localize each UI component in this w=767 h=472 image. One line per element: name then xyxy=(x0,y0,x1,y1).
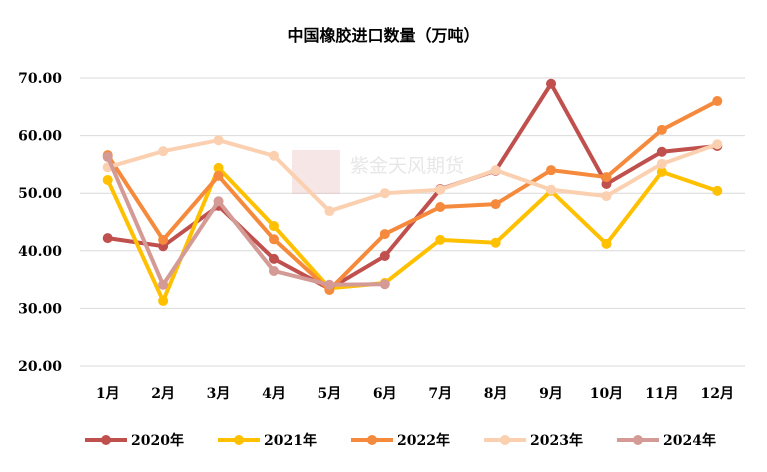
data-point xyxy=(102,151,113,162)
data-point xyxy=(379,279,390,290)
legend-label: 2023年 xyxy=(530,432,583,449)
data-point xyxy=(324,279,335,290)
data-point xyxy=(213,162,224,173)
x-tick-label: 4月 xyxy=(262,386,286,402)
data-point xyxy=(712,96,723,107)
data-point xyxy=(546,165,557,176)
series-2023年 xyxy=(102,135,723,217)
legend-label: 2024年 xyxy=(663,432,716,449)
x-tick-label: 3月 xyxy=(207,386,231,402)
series-2022年 xyxy=(102,96,723,295)
y-tick-label: 20.00 xyxy=(18,359,62,375)
data-point xyxy=(102,174,113,185)
data-point xyxy=(601,172,612,183)
data-point xyxy=(435,202,446,213)
x-tick-label: 12月 xyxy=(701,386,734,402)
legend-item: 2022年 xyxy=(351,432,450,449)
data-point xyxy=(158,295,169,306)
y-tick-label: 60.00 xyxy=(18,129,62,145)
series-line xyxy=(105,165,718,303)
data-point xyxy=(158,234,169,245)
series-lines xyxy=(102,78,723,306)
series-line xyxy=(107,138,718,214)
x-tick-label: 5月 xyxy=(318,386,342,402)
legend-item: 2021年 xyxy=(218,432,317,449)
data-point xyxy=(712,185,723,196)
y-tick-label: 30.00 xyxy=(18,301,62,317)
series-2024年 xyxy=(102,151,390,290)
data-point xyxy=(213,170,224,181)
data-point xyxy=(435,234,446,245)
legend: 2020年 2021年 2022年 2023年 2024年 xyxy=(85,432,716,449)
data-point xyxy=(268,221,279,232)
legend-item: 2024年 xyxy=(617,432,716,449)
legend-label: 2020年 xyxy=(131,432,184,449)
y-tick-label: 70.00 xyxy=(18,71,62,87)
legend-marker xyxy=(633,435,643,445)
x-tick-label: 8月 xyxy=(484,386,508,402)
data-point xyxy=(490,165,501,176)
data-point xyxy=(213,196,224,207)
legend-item: 2023年 xyxy=(484,432,583,449)
data-point xyxy=(656,166,667,177)
legend-label: 2022年 xyxy=(397,432,450,449)
x-axis-ticks: 1月 2月 3月 4月 5月 6月 7月 8月 9月 10月 11月 12月 xyxy=(96,386,734,402)
data-point xyxy=(379,188,390,199)
y-tick-label: 40.00 xyxy=(18,244,62,260)
legend-label: 2021年 xyxy=(264,432,317,449)
series-2021年 xyxy=(102,162,723,306)
watermark-logo xyxy=(292,150,340,194)
x-tick-label: 1月 xyxy=(96,386,120,402)
x-tick-label: 11月 xyxy=(645,386,678,402)
legend-marker xyxy=(500,435,510,445)
data-point xyxy=(268,265,279,276)
x-tick-label: 10月 xyxy=(590,386,623,402)
data-point xyxy=(435,184,446,195)
y-tick-label: 50.00 xyxy=(18,186,62,202)
chart-title: 中国橡胶进口数量（万吨） xyxy=(287,26,480,45)
series-line xyxy=(105,156,385,287)
data-point xyxy=(601,178,612,189)
data-point xyxy=(656,124,667,135)
x-tick-label: 6月 xyxy=(373,386,397,402)
x-tick-label: 7月 xyxy=(428,386,452,402)
data-point xyxy=(490,199,501,210)
data-point xyxy=(213,135,224,146)
legend-marker xyxy=(234,435,244,445)
data-point xyxy=(268,253,279,264)
data-point xyxy=(268,234,279,245)
x-tick-label: 2月 xyxy=(151,386,175,402)
data-point xyxy=(379,250,390,261)
legend-item: 2020年 xyxy=(85,432,184,449)
data-point xyxy=(268,150,279,161)
data-point xyxy=(158,146,169,157)
y-axis-ticks: 20.00 30.00 40.00 50.00 60.00 70.00 xyxy=(18,71,62,375)
legend-marker xyxy=(367,435,377,445)
data-point xyxy=(158,279,169,290)
data-point xyxy=(102,233,113,244)
data-point xyxy=(324,206,335,217)
data-point xyxy=(490,237,501,248)
watermark-text: 紫金天风期货 xyxy=(350,155,464,177)
data-point xyxy=(546,78,557,89)
watermark: 紫金天风期货 xyxy=(292,150,464,194)
data-point xyxy=(546,184,557,195)
data-point xyxy=(601,238,612,249)
data-point xyxy=(712,139,723,150)
data-point xyxy=(601,191,612,202)
x-tick-label: 9月 xyxy=(539,386,563,402)
data-point xyxy=(656,158,667,169)
series-line xyxy=(106,99,719,292)
legend-marker xyxy=(101,435,111,445)
data-point xyxy=(656,146,667,157)
data-point xyxy=(379,229,390,240)
